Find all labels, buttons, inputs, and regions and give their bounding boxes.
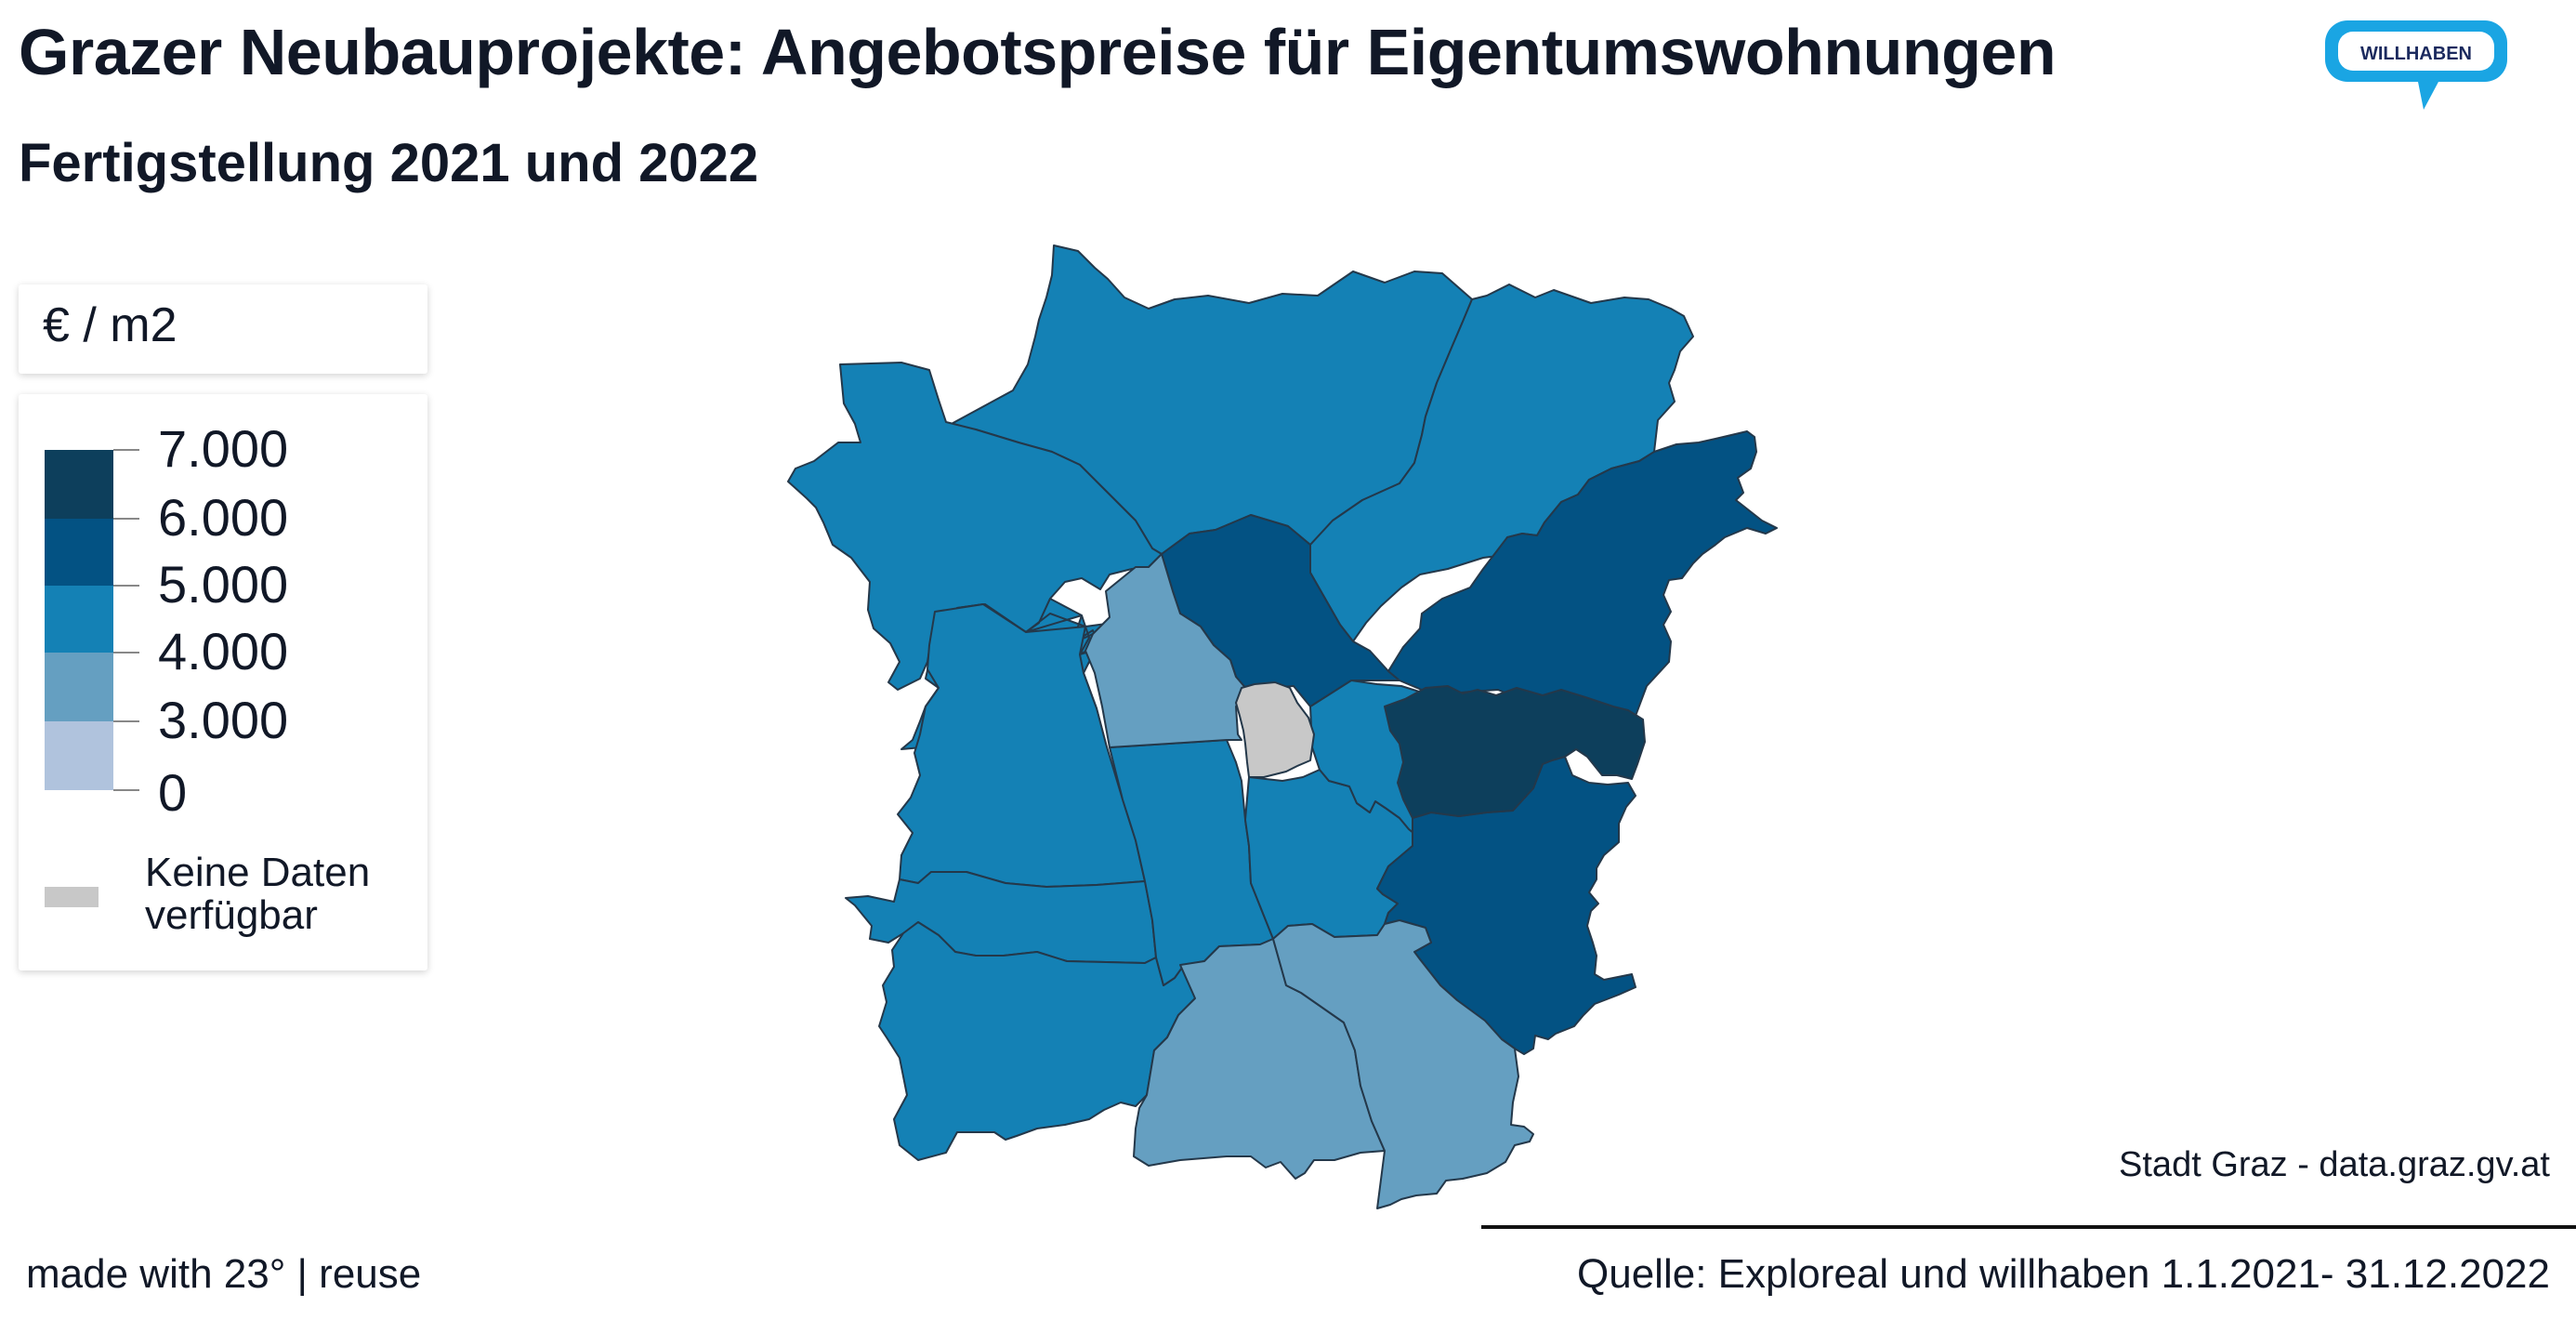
legend-tick-label: 7.000: [158, 419, 288, 478]
legend-tick-label: 4.000: [158, 622, 288, 680]
legend-swatch-5000-6000: [45, 519, 113, 586]
legend-swatch-0-3000: [45, 721, 113, 790]
svg-text:WILLHABEN: WILLHABEN: [2360, 44, 2472, 64]
legend-swatch-3000-4000: [45, 653, 113, 721]
map-attribution: Stadt Graz - data.graz.gv.at: [2119, 1145, 2550, 1184]
legend-swatch-6000-7000: [45, 450, 113, 519]
chart-title: Grazer Neubauprojekte: Angebotspreise fü…: [19, 16, 2057, 88]
district-waltendorf[interactable]: [1384, 685, 1646, 819]
source-note: Quelle: Exploreal und willhaben 1.1.2021…: [1577, 1251, 2550, 1297]
legend-tick-label: 3.000: [158, 691, 288, 749]
legend-swatch-4000-5000: [45, 586, 113, 653]
willhaben-logo: WILLHABEN: [2325, 20, 2507, 110]
footer-divider: [1481, 1225, 2576, 1229]
legend-unit-box: € / m2: [19, 284, 427, 374]
chart-subtitle: Fertigstellung 2021 und 2022: [19, 133, 759, 193]
district-innere-stadt[interactable]: [1235, 681, 1315, 778]
district-lend-north[interactable]: [1084, 553, 1248, 748]
made-with-link[interactable]: made with 23° | reuse: [26, 1251, 422, 1297]
district-liebenau[interactable]: [1272, 919, 1534, 1209]
legend-no-data-label: Keine Daten verfügbar: [145, 850, 371, 938]
district-strassgang[interactable]: [878, 921, 1205, 1161]
legend-tick-label: 5.000: [158, 555, 288, 614]
legend: 7.000 6.000 5.000 4.000 3.000 0 Keine Da…: [19, 394, 427, 970]
legend-tick-label: 6.000: [158, 488, 288, 547]
legend-tick-label: 0: [158, 763, 187, 822]
legend-unit-label: € / m2: [43, 298, 177, 352]
legend-no-data-swatch: [45, 887, 99, 907]
